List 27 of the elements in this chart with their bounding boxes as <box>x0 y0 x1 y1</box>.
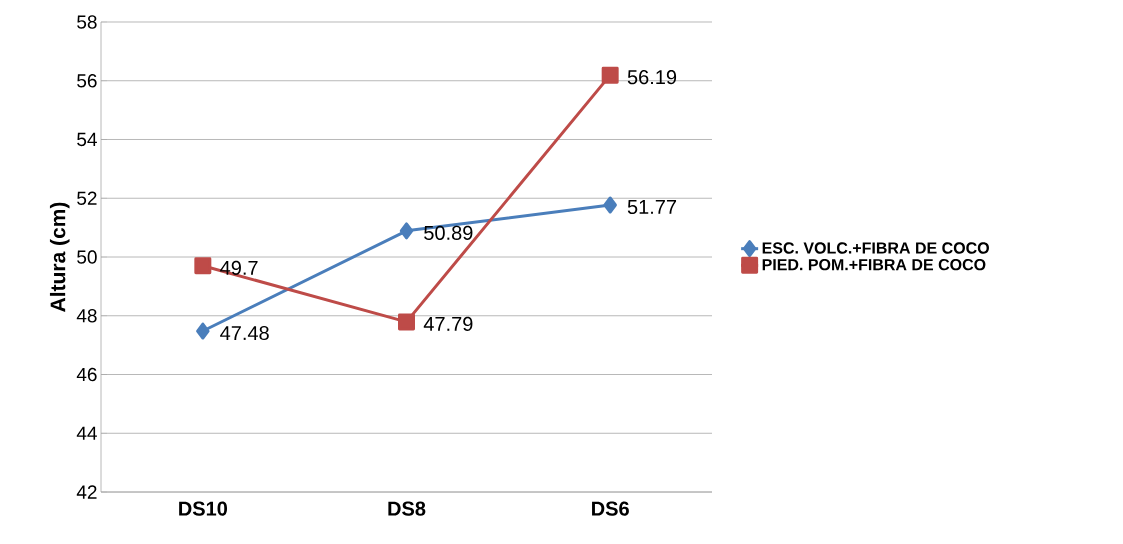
y-tick-label: 58 <box>77 15 97 29</box>
data-label: 47.79 <box>423 316 473 332</box>
data-label: 56.19 <box>627 70 677 85</box>
y-tick-label: 48 <box>76 309 97 323</box>
x-tick-label: DS8 <box>388 501 426 516</box>
x-tick-label: DS10 <box>179 501 228 516</box>
point <box>399 222 414 240</box>
point <box>398 313 415 331</box>
point <box>601 66 619 84</box>
y-tick-label: 52 <box>77 191 97 205</box>
point <box>194 257 212 275</box>
data-label: 51.77 <box>627 200 677 214</box>
legend-label: ESC. VOLC.+FIBRA DE COCO <box>762 242 989 254</box>
data-label: 47.48 <box>220 325 269 341</box>
y-tick-label: 46 <box>76 367 97 382</box>
y-tick-label: 44 <box>76 426 97 440</box>
y-tick-label: 56 <box>77 74 97 88</box>
x-tick-label: DS6 <box>592 501 629 516</box>
y-tick-label: 54 <box>77 132 97 147</box>
legend-label: PIED. POM.+FIBRA DE COCO <box>762 258 986 271</box>
y-tick-label: 42 <box>76 485 97 499</box>
point <box>603 196 617 214</box>
data-label: 50.89 <box>424 225 473 240</box>
point <box>196 322 210 340</box>
data-label: 49.7 <box>220 260 258 275</box>
y-axis-title: Altura (cm) <box>49 202 70 312</box>
y-tick-label: 50 <box>77 250 97 264</box>
